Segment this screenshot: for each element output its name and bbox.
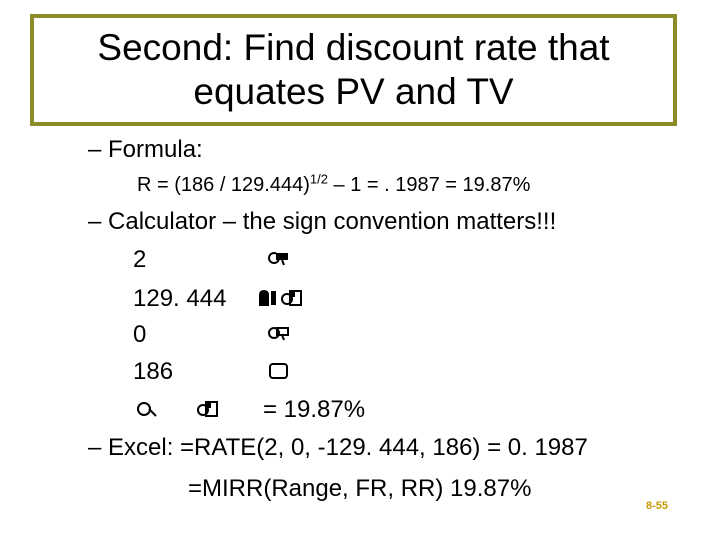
formula-line: R = (186 / 129.444)1/2 – 1 = . 1987 = 19… — [137, 171, 531, 197]
excel-mirr: =MIRR(Range, FR, RR) 19.87% — [188, 475, 532, 502]
slide-title: Second: Find discount rate that equates … — [97, 26, 609, 114]
bullet-excel-rate: – Excel: =RATE(2, 0, -129. 444, 186) = 0… — [88, 434, 588, 461]
title-line-2: equates PV and TV — [193, 71, 514, 112]
bullet-formula: – Formula: — [88, 136, 203, 163]
calc-value-2: 129. 444 — [133, 285, 227, 312]
formula-part-2: – 1 = . 1987 = 19.87% — [327, 174, 531, 196]
pv-key-icon — [256, 289, 277, 307]
bullet-calculator: – Calculator – the sign convention matte… — [88, 208, 557, 235]
title-box: Second: Find discount rate that equates … — [30, 14, 677, 126]
calc-value-1: 2 — [133, 246, 147, 273]
calc-value-3: 0 — [133, 321, 147, 348]
title-line-1: Second: Find discount rate that — [97, 27, 610, 68]
pv-key-icon-2 — [281, 289, 302, 307]
page-number: 8-55 — [646, 500, 669, 512]
fv-key-icon — [268, 362, 289, 380]
cpt-key-icon — [137, 400, 158, 418]
formula-exponent: 1/2 — [309, 171, 328, 187]
iy-key-icon — [197, 400, 218, 418]
calc-value-4: 186 — [133, 358, 174, 385]
formula-part-1: R = (186 / 129.444) — [137, 174, 310, 196]
pmt-key-icon — [268, 325, 289, 343]
n-key-icon — [268, 250, 289, 268]
calc-result: = 19.87% — [263, 396, 366, 423]
